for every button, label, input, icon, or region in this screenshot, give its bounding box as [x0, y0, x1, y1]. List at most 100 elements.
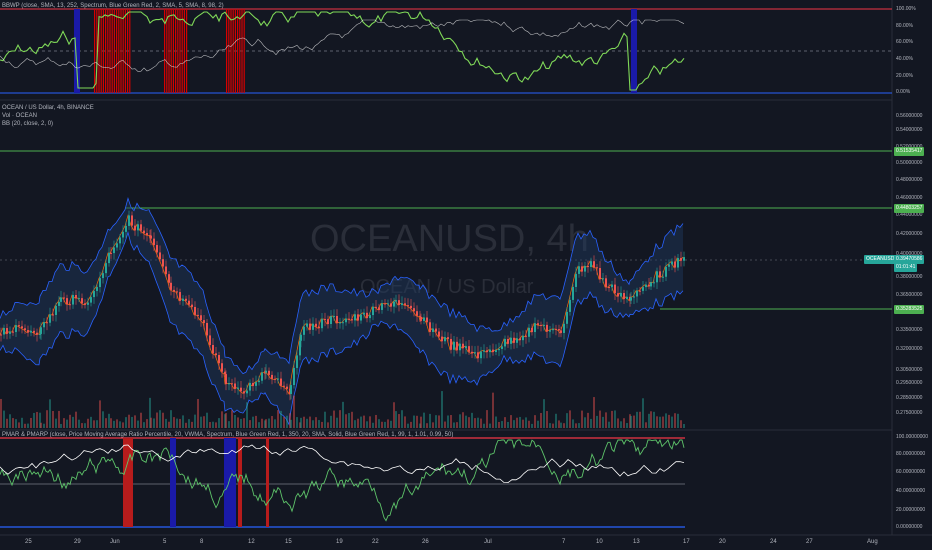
price-tag-resistance-high: 0.51535417 — [894, 147, 925, 156]
candle-body — [363, 312, 365, 315]
candle-body — [21, 326, 23, 329]
candle-body — [228, 383, 230, 385]
volume-bar — [492, 392, 494, 428]
bbwp-extreme-bar — [186, 9, 188, 93]
time-tick: 10 — [596, 539, 603, 545]
volume-bar — [224, 414, 226, 428]
candle-body — [407, 305, 409, 307]
volume-bar — [420, 416, 422, 428]
time-tick: 13 — [633, 539, 640, 545]
candle-body — [327, 319, 329, 324]
volume-bar — [552, 423, 554, 428]
volume-bar — [315, 417, 317, 428]
volume-bar — [72, 416, 74, 428]
candle-body — [602, 278, 604, 280]
bbwp-extreme-bar — [98, 9, 100, 93]
price-pane[interactable]: OCEAN / US Dollar, 4h, BINANCE Vol · OCE… — [0, 100, 932, 430]
bbwp-extreme-bar — [127, 9, 129, 93]
bollinger-upper — [0, 197, 684, 375]
volume-bar — [429, 413, 431, 428]
price-tag-support: 0.35283525 — [894, 305, 925, 314]
volume-bar — [21, 417, 23, 428]
candle-body — [240, 387, 242, 392]
time-axis[interactable]: 25 29 Jun 5 8 12 15 19 22 26 Jul 7 10 13… — [0, 535, 932, 550]
volume-bar — [540, 412, 542, 428]
candle-body — [558, 329, 560, 331]
candle-body — [30, 330, 32, 333]
candle-body — [283, 385, 285, 387]
volume-bar — [55, 418, 57, 428]
candle-body — [63, 297, 65, 299]
candle-body — [261, 372, 263, 381]
candle-body — [575, 273, 577, 287]
volume-bar — [531, 423, 533, 428]
volume-bar — [128, 414, 130, 428]
volume-bar — [395, 411, 397, 428]
watermark-name: OCEAN / US Dollar — [360, 276, 534, 298]
volume-bar — [555, 413, 557, 428]
bbwp-extreme-bar — [116, 9, 118, 93]
volume-bar — [549, 423, 551, 428]
volume-bar — [590, 418, 592, 428]
candle-body — [581, 266, 583, 272]
candle-body — [563, 323, 565, 333]
candle-body — [416, 311, 418, 316]
volume-bar — [381, 421, 383, 428]
volume-bar — [413, 415, 415, 428]
volume-bar — [231, 410, 233, 428]
price-tick: 0.28500000 — [896, 395, 923, 401]
volume-bar — [296, 417, 298, 428]
candle-body — [393, 301, 395, 307]
pmarp-axis[interactable]: 100.00000000 80.00000000 60.00000000 40.… — [892, 430, 932, 535]
candle-body — [40, 327, 42, 334]
volume-bar — [168, 421, 170, 428]
bbwp-pane[interactable]: BBWP (close, SMA, 13, 252, Spectrum, Blu… — [0, 0, 932, 100]
pmarp-high-bar — [128, 438, 133, 527]
volume-bar — [33, 412, 35, 428]
candle-body — [429, 322, 431, 332]
volume-bar — [60, 423, 62, 428]
volume-bar — [471, 412, 473, 428]
volume-bar — [228, 421, 230, 428]
volume-bar — [441, 391, 443, 428]
volume-bar — [237, 417, 239, 428]
volume-bar — [528, 420, 530, 428]
candle-body — [339, 322, 341, 324]
candle-body — [15, 325, 17, 333]
bbwp-axis[interactable]: 100.00% 80.00% 60.00% 40.00% 20.00% 0.00… — [892, 0, 932, 100]
volume-bar — [96, 420, 98, 428]
candle-body — [519, 338, 521, 341]
candle-body — [6, 328, 8, 334]
volume-bar — [636, 411, 638, 428]
candle-body — [243, 391, 245, 394]
volume-bar — [563, 423, 565, 428]
pmarp-pane[interactable]: PMAR & PMARP (close, Price Moving Averag… — [0, 430, 932, 535]
candle-body — [617, 293, 619, 297]
candle-body — [280, 378, 282, 386]
bbwp-ma-line — [0, 19, 685, 72]
candle-body — [404, 303, 406, 306]
candle-body — [441, 336, 443, 342]
volume-bar — [525, 417, 527, 428]
candle-body — [271, 374, 273, 379]
candle-body — [608, 287, 610, 289]
candle-body — [96, 287, 98, 291]
candle-body — [336, 315, 338, 324]
volume-bar — [146, 419, 148, 428]
candle-body — [593, 261, 595, 268]
candle-body — [9, 331, 11, 334]
candle-body — [683, 257, 685, 261]
volume-bar — [36, 411, 38, 428]
volume-bar — [290, 419, 292, 428]
candle-body — [630, 297, 632, 301]
candle-body — [24, 328, 26, 331]
price-axis[interactable]: 0.56000000 0.54000000 0.52000000 0.50000… — [892, 100, 932, 430]
candle-body — [191, 304, 193, 307]
candle-body — [0, 334, 2, 336]
volume-bar — [102, 411, 104, 428]
candle-body — [578, 266, 580, 274]
pmarp-high-bar — [123, 438, 130, 527]
candle-body — [218, 355, 220, 364]
candle-body — [185, 298, 187, 301]
